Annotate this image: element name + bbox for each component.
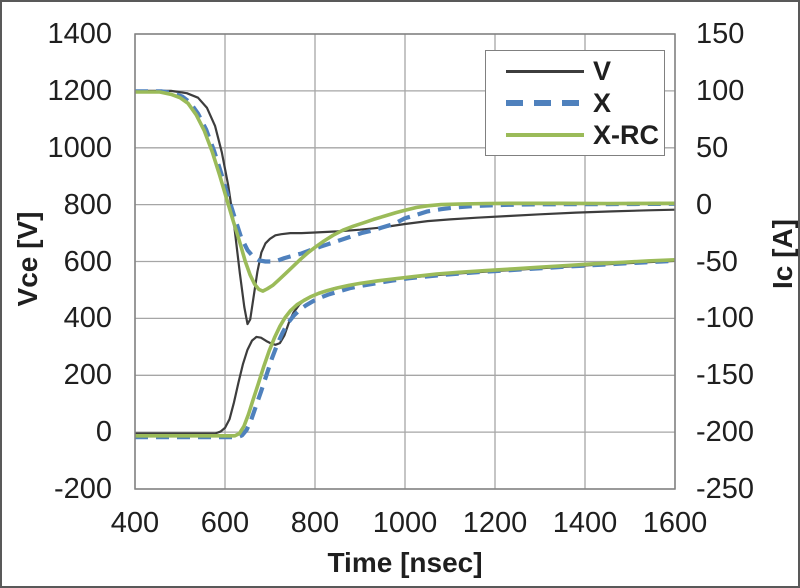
x-tick-label: 800 [290, 507, 340, 539]
right-tick-label: -250 [696, 473, 755, 505]
x-tick-label: 600 [200, 507, 250, 539]
legend-label-v: V [593, 56, 612, 86]
left-tick-label: -200 [53, 473, 112, 505]
right-tick-label: 50 [696, 132, 729, 164]
right-tick-label: -100 [696, 302, 755, 334]
left-tick-label: 1200 [47, 75, 112, 107]
legend-label-x: X [593, 88, 612, 118]
left-tick-label: 1400 [47, 18, 112, 50]
legend-item-x: X [486, 89, 664, 117]
left-tick-label: 600 [63, 246, 112, 278]
right-tick-label: 150 [696, 18, 745, 50]
right-axis-title: Ic [A] [767, 219, 798, 289]
right-tick-label: 100 [696, 75, 745, 107]
left-tick-label: 200 [63, 359, 112, 391]
legend-line-sample-x [506, 100, 584, 106]
left-tick-label: 0 [95, 416, 112, 448]
plot-border [134, 33, 676, 490]
legend-line-sample-xrc [506, 133, 584, 137]
series-line [135, 89, 676, 326]
left-tick-label: 800 [63, 189, 112, 221]
x-tick-label: 1200 [462, 507, 528, 539]
left-axis-title: Vce [V] [12, 211, 43, 307]
legend-item-xrc: X-RC [486, 121, 664, 149]
legend-item-v: V [486, 57, 664, 85]
series-line [135, 258, 676, 440]
series-line [135, 90, 676, 293]
left-tick-label: 400 [63, 302, 112, 334]
x-tick-label: 1400 [552, 507, 618, 539]
legend-label-xrc: X-RC [593, 120, 659, 150]
right-tick-label: 0 [696, 189, 713, 221]
x-tick-label: 400 [110, 507, 160, 539]
legend-line-sample-v [506, 69, 584, 73]
x-tick-label: 1600 [642, 507, 708, 539]
series-line [135, 258, 676, 438]
right-tick-label: -200 [696, 416, 755, 448]
x-axis-title: Time [nsec] [327, 547, 483, 578]
left-tick-label: 1000 [47, 132, 112, 164]
right-tick-label: -150 [696, 359, 755, 391]
chart-legend: V X X-RC [485, 50, 665, 156]
right-tick-label: -50 [696, 246, 738, 278]
x-tick-label: 1000 [372, 507, 438, 539]
